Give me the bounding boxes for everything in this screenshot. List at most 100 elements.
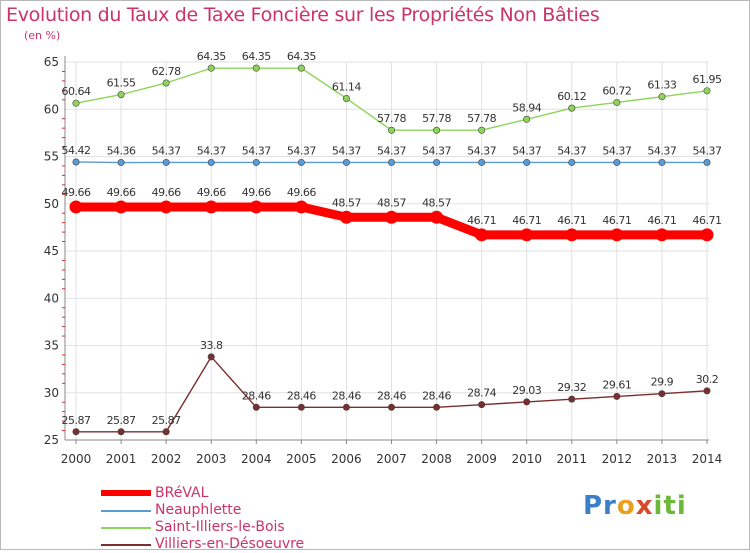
data-label-2-11: 60.12 [557, 90, 586, 103]
data-point-1-3 [207, 158, 215, 166]
data-label-3-14: 30.2 [696, 373, 719, 386]
data-point-1-1 [117, 159, 125, 167]
data-point-2-11 [568, 104, 576, 112]
data-label-0-0: 49.66 [62, 186, 91, 199]
data-point-1-10 [523, 158, 531, 166]
data-point-1-14 [703, 158, 711, 166]
y-tick-label-55: 55 [44, 150, 59, 164]
x-tick-label-2010: 2010 [511, 452, 542, 466]
x-tick-label-2005: 2005 [286, 452, 317, 466]
data-point-0-3 [204, 200, 218, 214]
x-tick-label-2003: 2003 [196, 452, 227, 466]
legend-swatch-breval [101, 490, 151, 496]
data-label-3-4: 28.46 [242, 389, 271, 402]
data-label-1-12: 54.37 [602, 144, 631, 157]
data-label-1-7: 54.37 [377, 144, 406, 157]
data-point-0-8 [430, 210, 444, 224]
data-point-2-7 [387, 126, 395, 134]
y-tick-label-60: 60 [44, 102, 59, 116]
data-label-1-4: 54.37 [242, 144, 271, 157]
legend-swatch-villiers [101, 544, 151, 546]
data-point-1-8 [433, 158, 441, 166]
data-label-2-12: 60.72 [602, 84, 631, 97]
data-point-1-5 [297, 158, 305, 166]
data-label-2-4: 64.35 [242, 50, 271, 63]
data-point-2-2 [162, 79, 170, 87]
logo-part-3: x [635, 491, 654, 521]
data-label-1-9: 54.37 [467, 144, 496, 157]
data-point-0-4 [249, 200, 263, 214]
data-point-0-2 [159, 200, 173, 214]
data-label-2-13: 61.33 [647, 79, 676, 92]
data-label-1-1: 54.36 [107, 145, 136, 158]
y-tick-label-65: 65 [44, 55, 59, 69]
data-label-1-0: 54.42 [62, 144, 91, 157]
data-point-1-9 [478, 158, 486, 166]
x-tick-label-2004: 2004 [241, 452, 272, 466]
data-label-2-9: 57.78 [467, 112, 496, 125]
data-label-3-8: 28.46 [422, 389, 451, 402]
x-tick-label-2012: 2012 [602, 452, 633, 466]
data-point-3-14 [703, 387, 711, 395]
data-point-2-0 [72, 99, 80, 107]
data-label-2-7: 57.78 [377, 112, 406, 125]
y-tick-label-30: 30 [44, 386, 59, 400]
data-label-0-5: 49.66 [287, 186, 316, 199]
chart-title: Evolution du Taux de Taxe Foncière sur l… [6, 4, 600, 26]
data-label-2-6: 61.14 [332, 80, 361, 93]
data-label-3-11: 29.32 [557, 381, 586, 394]
data-point-2-5 [297, 64, 305, 72]
data-point-3-12 [613, 392, 621, 400]
data-point-2-9 [478, 126, 486, 134]
data-label-1-8: 54.37 [422, 144, 451, 157]
data-label-0-7: 48.57 [377, 196, 406, 209]
y-tick-label-50: 50 [44, 197, 59, 211]
data-point-3-13 [658, 390, 666, 398]
data-label-2-0: 60.64 [62, 85, 91, 98]
data-point-3-1 [117, 428, 125, 436]
data-point-1-11 [568, 158, 576, 166]
data-label-1-13: 54.37 [647, 144, 676, 157]
data-label-0-13: 46.71 [647, 214, 676, 227]
data-label-2-1: 61.55 [107, 77, 136, 90]
x-tick-label-2013: 2013 [647, 452, 678, 466]
data-label-3-5: 28.46 [287, 389, 316, 402]
data-point-2-10 [523, 115, 531, 123]
x-tick-label-2007: 2007 [376, 452, 407, 466]
data-point-0-10 [520, 228, 534, 242]
data-label-3-10: 29.03 [512, 384, 541, 397]
data-point-1-7 [387, 158, 395, 166]
data-label-1-2: 54.37 [152, 144, 181, 157]
data-point-3-7 [387, 403, 395, 411]
data-point-1-2 [162, 158, 170, 166]
data-label-0-1: 49.66 [107, 186, 136, 199]
data-label-1-14: 54.37 [693, 144, 722, 157]
proxiti-logo: Proxiti [583, 491, 687, 521]
data-point-0-9 [475, 228, 489, 242]
data-label-1-10: 54.37 [512, 144, 541, 157]
data-label-3-1: 25.87 [107, 414, 136, 427]
data-label-2-3: 64.35 [197, 50, 226, 63]
data-label-1-5: 54.37 [287, 144, 316, 157]
data-point-3-0 [72, 428, 80, 436]
data-point-2-1 [117, 91, 125, 99]
data-point-3-2 [162, 428, 170, 436]
data-point-0-6 [339, 210, 353, 224]
data-label-2-5: 64.35 [287, 50, 316, 63]
y-tick-label-40: 40 [44, 291, 59, 305]
data-label-3-7: 28.46 [377, 389, 406, 402]
data-label-0-3: 49.66 [197, 186, 226, 199]
legend-label-breval: BRéVAL [155, 485, 209, 501]
data-point-0-12 [610, 228, 624, 242]
data-point-1-6 [342, 158, 350, 166]
legend-label-neauphlette: Neauphlette [155, 502, 242, 518]
data-label-3-0: 25.87 [62, 414, 91, 427]
data-point-3-8 [433, 403, 441, 411]
data-point-0-13 [655, 228, 669, 242]
data-label-2-2: 62.78 [152, 65, 181, 78]
data-point-2-4 [252, 64, 260, 72]
data-label-3-2: 25.87 [152, 414, 181, 427]
data-label-3-9: 28.74 [467, 387, 496, 400]
data-point-1-4 [252, 158, 260, 166]
